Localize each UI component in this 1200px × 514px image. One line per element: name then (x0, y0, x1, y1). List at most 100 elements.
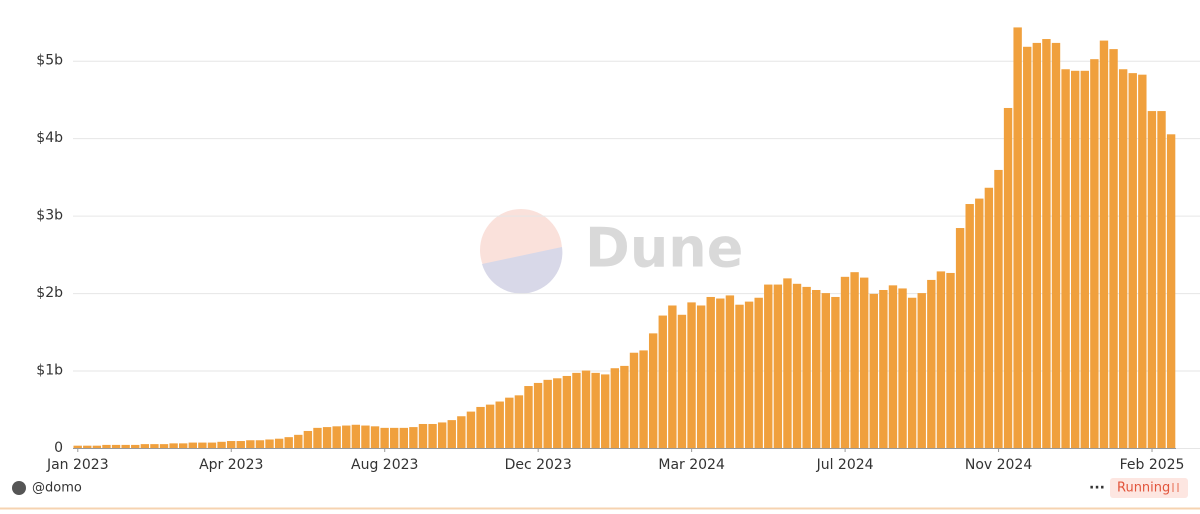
x-tick-label: Aug 2023 (351, 457, 418, 473)
bar (840, 276, 850, 448)
bar (409, 427, 418, 448)
x-tick-label: Feb 2025 (1120, 457, 1185, 473)
bar (610, 368, 620, 448)
bar (572, 372, 581, 448)
bar (332, 426, 341, 448)
avatar[interactable] (12, 481, 26, 495)
bar (706, 296, 715, 448)
bar (639, 350, 648, 448)
bar (390, 427, 399, 448)
bar (102, 444, 111, 448)
bar (955, 228, 965, 448)
bar (246, 440, 255, 448)
y-tick-label: $5b (36, 53, 63, 69)
bar (418, 423, 428, 448)
bar (965, 204, 974, 448)
bar (1080, 70, 1089, 449)
bar (553, 378, 562, 448)
bar (581, 370, 591, 448)
bar (725, 295, 735, 448)
bar (1157, 111, 1166, 448)
bar (1051, 42, 1061, 449)
bar (1118, 69, 1128, 448)
bar (83, 445, 92, 448)
bar (207, 442, 217, 448)
bar (92, 445, 102, 448)
bar (792, 283, 802, 448)
x-tick-label: Jul 2024 (816, 457, 874, 473)
bar (648, 333, 658, 448)
bar (131, 444, 140, 448)
status-badge[interactable] (1110, 478, 1188, 498)
y-tick-label: $1b (36, 363, 63, 379)
bar (466, 411, 476, 448)
bar (188, 442, 197, 448)
bar (907, 297, 917, 448)
bar (888, 285, 898, 448)
bar (601, 374, 610, 448)
bar (735, 304, 744, 448)
bar (322, 427, 332, 448)
bar (1090, 59, 1099, 448)
bar (620, 365, 629, 448)
bar (265, 439, 274, 448)
bar (179, 443, 188, 448)
bar (744, 301, 754, 448)
bar (1109, 49, 1118, 448)
bar (303, 430, 313, 448)
bar (226, 441, 236, 448)
bar (879, 289, 888, 448)
bar (927, 279, 936, 448)
watermark-text: Dune (585, 217, 743, 280)
user-handle[interactable]: @domo (32, 481, 82, 496)
bar (236, 441, 245, 448)
x-tick-label: Dec 2023 (505, 457, 572, 473)
bar (687, 302, 696, 448)
bar (668, 305, 677, 448)
status-text: Running (1117, 481, 1170, 496)
bar (984, 187, 994, 448)
y-tick-label: $2b (36, 285, 63, 301)
bar (859, 277, 869, 448)
bar (591, 372, 600, 448)
watermark: Dune (480, 209, 743, 294)
bar (1138, 74, 1147, 448)
bar (869, 293, 878, 448)
status-icon (1177, 483, 1179, 492)
x-tick-label: Apr 2023 (199, 457, 263, 473)
more-menu[interactable]: ··· (1089, 480, 1105, 496)
bar (294, 434, 303, 448)
bar (255, 440, 265, 448)
bar (274, 438, 284, 448)
x-tick-label: Mar 2024 (658, 457, 725, 473)
bar (1070, 70, 1080, 449)
bar (543, 379, 552, 448)
bar (936, 271, 946, 448)
bar (658, 315, 667, 448)
bar (1061, 69, 1070, 448)
bar (629, 352, 639, 448)
bar (1003, 107, 1013, 448)
bar (533, 382, 543, 448)
bar (975, 198, 984, 448)
bar (140, 444, 150, 448)
bar (1023, 46, 1032, 448)
bar (802, 286, 811, 448)
bar (505, 397, 514, 448)
y-tick-label: $3b (36, 208, 63, 224)
bar (831, 296, 840, 448)
x-tick-label: Jan 2023 (46, 457, 109, 473)
x-tick-label: Nov 2024 (965, 457, 1032, 473)
bar (121, 444, 130, 448)
bar (476, 406, 485, 448)
bar (284, 437, 293, 448)
bar (457, 416, 466, 448)
bar (1128, 73, 1137, 449)
watermark-logo-part (482, 247, 563, 294)
bar (994, 169, 1003, 449)
bar (217, 441, 226, 448)
bar (370, 426, 380, 448)
bar (342, 425, 351, 448)
bar (677, 314, 687, 448)
